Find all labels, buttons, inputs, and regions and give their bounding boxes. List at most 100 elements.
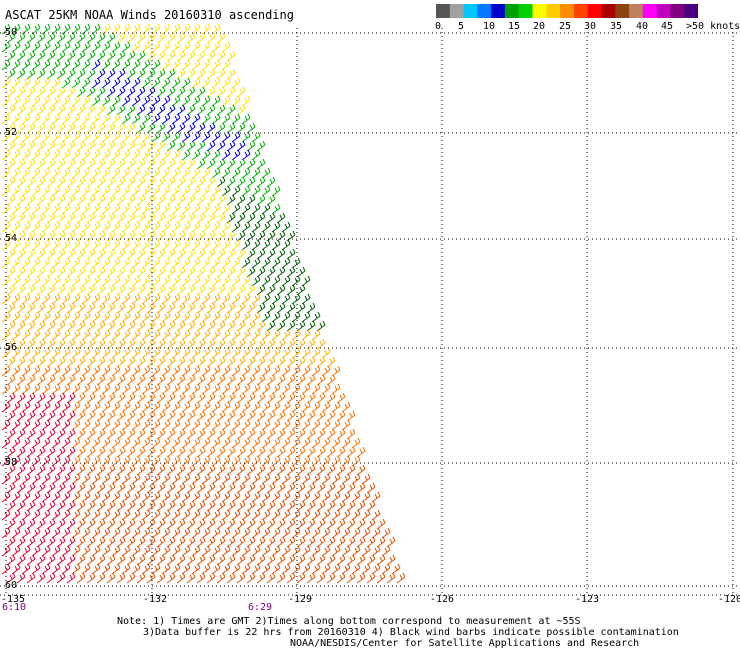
- wind-barb: [226, 176, 236, 188]
- wind-barb: [316, 500, 326, 512]
- wind-barb: [316, 392, 326, 404]
- scale-swatch: [532, 4, 547, 18]
- wind-barb: [136, 410, 146, 422]
- wind-barb: [331, 473, 341, 485]
- wind-barb: [176, 518, 186, 530]
- wind-barb: [46, 428, 56, 440]
- wind-barb: [256, 446, 266, 458]
- wind-barb: [26, 428, 36, 440]
- wind-barb: [321, 545, 331, 557]
- wind-barb: [51, 347, 61, 359]
- wind-barb: [26, 248, 36, 260]
- wind-barb: [201, 239, 211, 251]
- wind-barb: [76, 482, 86, 494]
- wind-barb: [296, 500, 306, 512]
- wind-barb: [256, 284, 266, 296]
- wind-barb: [311, 329, 321, 341]
- wind-barb: [146, 68, 156, 80]
- wind-barb: [211, 77, 221, 89]
- wind-barb: [236, 392, 246, 404]
- wind-barb: [226, 212, 236, 224]
- wind-barb: [31, 257, 41, 269]
- wind-barb: [136, 446, 146, 458]
- wind-barb: [186, 212, 196, 224]
- wind-barb: [36, 554, 46, 566]
- wind-barb: [311, 527, 321, 539]
- wind-barb: [181, 167, 191, 179]
- wind-barb: [186, 176, 196, 188]
- wind-barb: [271, 563, 281, 575]
- wind-barb: [346, 446, 356, 458]
- wind-barb: [236, 266, 246, 278]
- wind-barb: [211, 365, 221, 377]
- wind-barb: [236, 248, 246, 260]
- wind-barb: [331, 437, 341, 449]
- wind-barb: [256, 248, 266, 260]
- wind-barb: [236, 212, 246, 224]
- wind-barb: [91, 275, 101, 287]
- wind-barb: [381, 563, 391, 575]
- wind-barb: [21, 527, 31, 539]
- wind-barb: [161, 365, 171, 377]
- wind-barb: [11, 473, 21, 485]
- wind-barb: [346, 500, 356, 512]
- wind-barb: [41, 293, 51, 305]
- wind-barb: [11, 419, 21, 431]
- wind-barb: [151, 59, 161, 71]
- wind-barb: [136, 104, 146, 116]
- wind-barb: [1, 329, 11, 341]
- wind-barb: [291, 311, 301, 323]
- wind-barb: [221, 419, 231, 431]
- wind-barb: [101, 419, 111, 431]
- wind-barb: [366, 572, 376, 584]
- wind-barb: [226, 572, 236, 584]
- wind-barb: [91, 401, 101, 413]
- wind-barb: [261, 437, 271, 449]
- wind-barb: [6, 446, 16, 458]
- wind-barb: [131, 239, 141, 251]
- wind-barb: [111, 185, 121, 197]
- wind-barb: [286, 428, 296, 440]
- wind-barb: [161, 473, 171, 485]
- wind-barb: [366, 518, 376, 530]
- wind-barb: [231, 221, 241, 233]
- wind-barb: [226, 482, 236, 494]
- wind-barb: [186, 482, 196, 494]
- wind-barb: [161, 59, 171, 71]
- wind-barb: [76, 122, 86, 134]
- wind-barb: [231, 257, 241, 269]
- wind-barb: [6, 140, 16, 152]
- wind-barb: [241, 545, 251, 557]
- scale-swatch: [491, 4, 506, 18]
- wind-barb: [111, 527, 121, 539]
- wind-barb: [161, 257, 171, 269]
- wind-barb: [91, 77, 101, 89]
- wind-barb: [136, 464, 146, 476]
- wind-barb: [246, 122, 256, 134]
- wind-barb: [176, 68, 186, 80]
- wind-barb: [271, 545, 281, 557]
- wind-barb: [331, 419, 341, 431]
- wind-barb: [16, 536, 26, 548]
- wind-barb: [11, 59, 21, 71]
- wind-barb: [356, 464, 366, 476]
- wind-barb: [96, 410, 106, 422]
- wind-barb: [96, 194, 106, 206]
- wind-barb: [186, 356, 196, 368]
- wind-barb: [171, 311, 181, 323]
- wind-barb: [81, 257, 91, 269]
- wind-barb: [86, 284, 96, 296]
- wind-barb: [36, 266, 46, 278]
- wind-barb: [191, 149, 201, 161]
- wind-barb: [81, 239, 91, 251]
- wind-barb: [176, 176, 186, 188]
- wind-barb: [251, 437, 261, 449]
- wind-barb: [116, 572, 126, 584]
- wind-barb: [51, 95, 61, 107]
- wind-barb: [21, 41, 31, 53]
- wind-barb: [6, 518, 16, 530]
- wind-barb: [161, 203, 171, 215]
- wind-barb: [96, 248, 106, 260]
- wind-barb: [196, 212, 206, 224]
- wind-barb: [266, 482, 276, 494]
